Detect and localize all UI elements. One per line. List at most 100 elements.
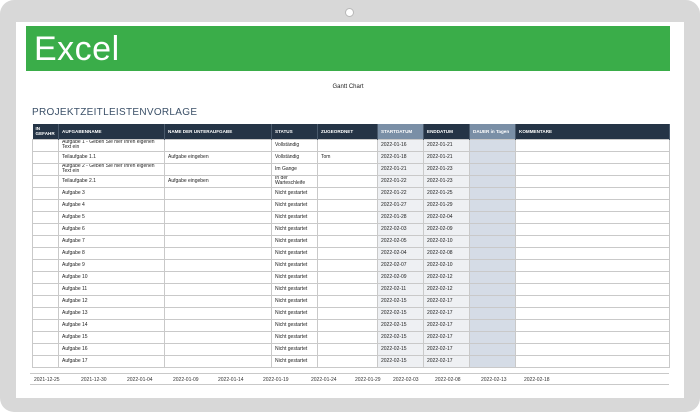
risk-cell[interactable] [32, 174, 59, 188]
col-header-assigned[interactable]: ZUGEORDNET [317, 124, 378, 139]
comment-cell[interactable] [515, 150, 670, 164]
table-row[interactable]: Aufgabe 5 Nicht gestartet 2022-01-28 2022-0… [32, 210, 670, 224]
comment-cell[interactable] [515, 186, 670, 200]
duration-cell[interactable] [469, 246, 516, 260]
comment-cell[interactable] [515, 342, 670, 356]
task-cell[interactable]: Aufgabe 11 [58, 282, 165, 296]
task-cell[interactable]: Teilaufgabe 2.1 [58, 174, 165, 188]
subtask-cell[interactable] [164, 330, 272, 344]
end-date-cell[interactable]: 2022-01-21 [423, 138, 470, 152]
start-date-cell[interactable]: 2022-02-15 [377, 306, 424, 320]
comment-cell[interactable] [515, 258, 670, 272]
comment-cell[interactable] [515, 282, 670, 296]
status-cell[interactable]: Vollständig [271, 138, 318, 152]
start-date-cell[interactable]: 2022-02-15 [377, 294, 424, 308]
end-date-cell[interactable]: 2022-02-10 [423, 234, 470, 248]
col-header-start[interactable]: STARTDATUM [377, 124, 424, 139]
task-cell[interactable]: Aufgabe 8 [58, 246, 165, 260]
end-date-cell[interactable]: 2022-02-17 [423, 306, 470, 320]
risk-cell[interactable] [32, 198, 59, 212]
comment-cell[interactable] [515, 234, 670, 248]
risk-cell[interactable] [32, 258, 59, 272]
assigned-cell[interactable] [317, 186, 378, 200]
subtask-cell[interactable] [164, 198, 272, 212]
end-date-cell[interactable]: 2022-02-17 [423, 342, 470, 356]
status-cell[interactable]: Nicht gestartet [271, 198, 318, 212]
status-cell[interactable]: Nicht gestartet [271, 234, 318, 248]
status-cell[interactable]: Nicht gestartet [271, 246, 318, 260]
assigned-cell[interactable] [317, 270, 378, 284]
start-date-cell[interactable]: 2022-02-05 [377, 234, 424, 248]
end-date-cell[interactable]: 2022-02-12 [423, 282, 470, 296]
subtask-cell[interactable] [164, 222, 272, 236]
col-header-task[interactable]: AUFGABENNAME [58, 124, 165, 139]
comment-cell[interactable] [515, 162, 670, 176]
subtask-cell[interactable] [164, 162, 272, 176]
start-date-cell[interactable]: 2022-01-21 [377, 162, 424, 176]
duration-cell[interactable] [469, 282, 516, 296]
comment-cell[interactable] [515, 138, 670, 152]
task-cell[interactable]: Aufgabe 6 [58, 222, 165, 236]
task-cell[interactable]: Aufgabe 4 [58, 198, 165, 212]
task-cell[interactable]: Aufgabe 13 [58, 306, 165, 320]
start-date-cell[interactable]: 2022-02-15 [377, 342, 424, 356]
comment-cell[interactable] [515, 318, 670, 332]
comment-cell[interactable] [515, 294, 670, 308]
status-cell[interactable]: Nicht gestartet [271, 354, 318, 368]
assigned-cell[interactable] [317, 234, 378, 248]
task-cell[interactable]: Aufgabe 2 - Geben Sie hier Ihren eigenen… [58, 162, 165, 176]
start-date-cell[interactable]: 2022-01-22 [377, 186, 424, 200]
task-cell[interactable]: Aufgabe 10 [58, 270, 165, 284]
risk-cell[interactable] [32, 318, 59, 332]
risk-cell[interactable] [32, 270, 59, 284]
task-cell[interactable]: Aufgabe 7 [58, 234, 165, 248]
duration-cell[interactable] [469, 186, 516, 200]
start-date-cell[interactable]: 2022-02-11 [377, 282, 424, 296]
status-cell[interactable]: Nicht gestartet [271, 222, 318, 236]
status-cell[interactable]: Nicht gestartet [271, 270, 318, 284]
risk-cell[interactable] [32, 222, 59, 236]
status-cell[interactable]: Vollständig [271, 150, 318, 164]
subtask-cell[interactable] [164, 246, 272, 260]
risk-cell[interactable] [32, 210, 59, 224]
task-cell[interactable]: Aufgabe 12 [58, 294, 165, 308]
subtask-cell[interactable] [164, 210, 272, 224]
start-date-cell[interactable]: 2022-01-18 [377, 150, 424, 164]
end-date-cell[interactable]: 2022-02-04 [423, 210, 470, 224]
assigned-cell[interactable] [317, 222, 378, 236]
end-date-cell[interactable]: 2022-02-17 [423, 294, 470, 308]
table-row[interactable]: Aufgabe 6 Nicht gestartet 2022-02-03 2022-0… [32, 222, 670, 236]
col-header-duration[interactable]: DAUER in Tagen [469, 124, 516, 139]
subtask-cell[interactable] [164, 270, 272, 284]
assigned-cell[interactable] [317, 294, 378, 308]
table-row[interactable]: Aufgabe 3 Nicht gestartet 2022-01-22 2022-0… [32, 186, 670, 200]
duration-cell[interactable] [469, 234, 516, 248]
risk-cell[interactable] [32, 330, 59, 344]
start-date-cell[interactable]: 2022-01-16 [377, 138, 424, 152]
status-cell[interactable]: Im Gange [271, 162, 318, 176]
col-header-end[interactable]: ENDDATUM [423, 124, 470, 139]
table-row[interactable]: Aufgabe 11 Nicht gestartet 2022-02-11 2022-… [32, 282, 670, 296]
table-row[interactable]: Aufgabe 16 Nicht gestartet 2022-02-15 2022-… [32, 342, 670, 356]
status-cell[interactable]: Nicht gestartet [271, 318, 318, 332]
subtask-cell[interactable] [164, 294, 272, 308]
end-date-cell[interactable]: 2022-02-12 [423, 270, 470, 284]
comment-cell[interactable] [515, 210, 670, 224]
subtask-cell[interactable] [164, 282, 272, 296]
status-cell[interactable]: Nicht gestartet [271, 306, 318, 320]
assigned-cell[interactable] [317, 342, 378, 356]
end-date-cell[interactable]: 2022-01-21 [423, 150, 470, 164]
table-row[interactable]: Aufgabe 13 Nicht gestartet 2022-02-15 2022-… [32, 306, 670, 320]
task-cell[interactable]: Aufgabe 15 [58, 330, 165, 344]
status-cell[interactable]: Nicht gestartet [271, 186, 318, 200]
assigned-cell[interactable]: Tom [317, 150, 378, 164]
comment-cell[interactable] [515, 330, 670, 344]
table-row[interactable]: Aufgabe 15 Nicht gestartet 2022-02-15 2022-… [32, 330, 670, 344]
comment-cell[interactable] [515, 354, 670, 368]
status-cell[interactable]: Nicht gestartet [271, 342, 318, 356]
risk-cell[interactable] [32, 234, 59, 248]
assigned-cell[interactable] [317, 258, 378, 272]
table-row[interactable]: Aufgabe 14 Nicht gestartet 2022-02-15 2022-… [32, 318, 670, 332]
table-row[interactable]: Teilaufgabe 1.1 Aufgabe eingeben Vollständ… [32, 150, 670, 164]
risk-cell[interactable] [32, 342, 59, 356]
